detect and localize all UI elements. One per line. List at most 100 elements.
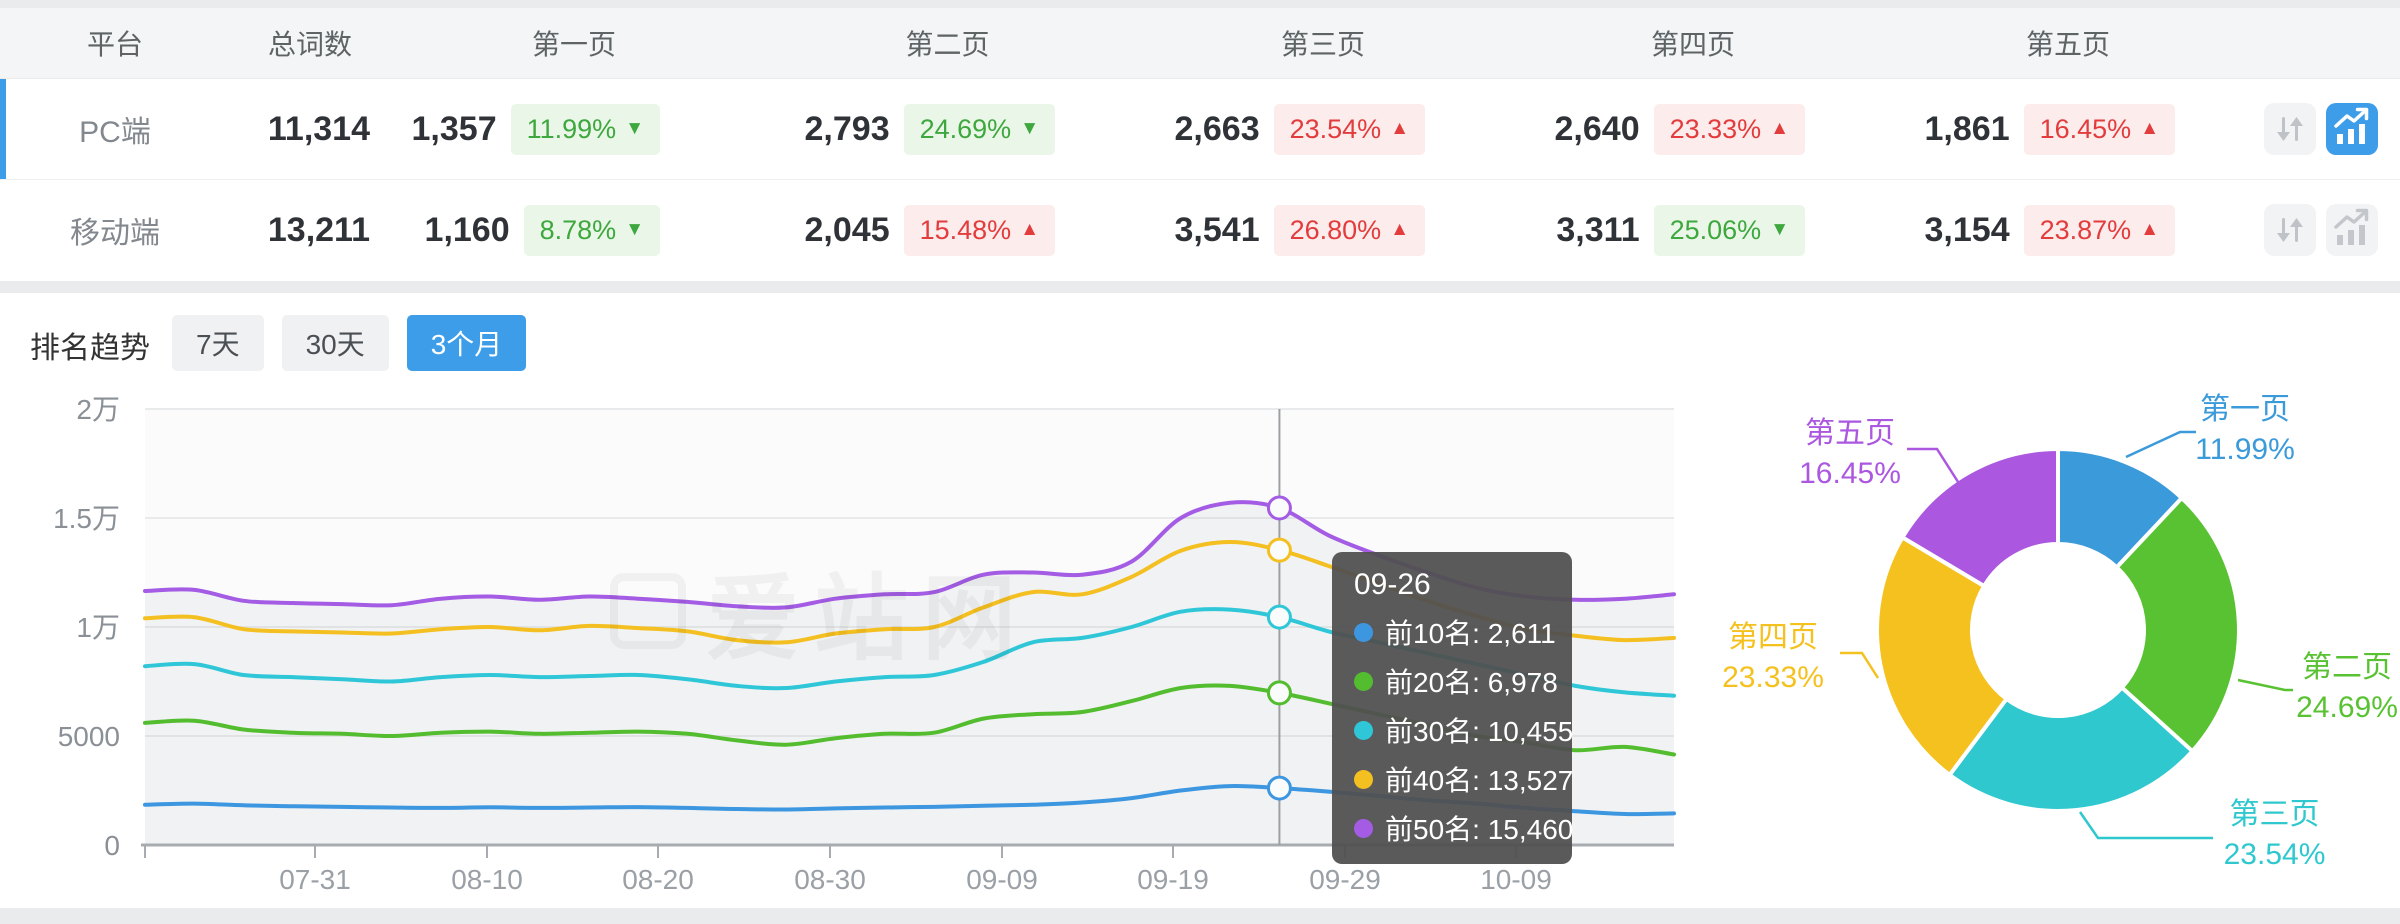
y-axis-label: 5000 [58,721,120,752]
charts-canvas: 2万 1.5万 1万 5000 0 07-31 08-10 08-20 08-30 09-09 09… [53,394,2293,895]
page-1-cell: 1,357 11.99% ▼ [390,103,680,155]
page-3-cell: 3,541 26.80% ▲ [1075,204,1445,256]
table-row-mobile[interactable]: 移动端 13,211 1,160 8.78% ▼ 2,045 15.48% ▲ 3,541 26.… [0,179,2400,280]
column-header-5: 第四页 [1650,29,1735,60]
change-percent: 8.78% [539,214,617,245]
change-percent: 23.87% [2039,214,2132,245]
fall-arrow-icon: ▼ [625,219,644,240]
total-words: 13,211 [267,210,370,249]
change-badge: 26.80% ▲ [1273,204,1425,256]
donut-slice-page4[interactable] [1875,535,2009,777]
donut-label-percent: 23.54% [2223,838,2326,871]
donut-label-page4: 第四页 23.33% [1712,618,1834,698]
tooltip-value: 2,611 [1487,618,1556,649]
page-2-cell: 2,045 15.48% ▲ [680,204,1075,256]
x-axis-label: 08-10 [451,864,523,895]
series-dot-icon [1354,671,1373,691]
tooltip-text: 前20名: 6,978 [1385,661,1558,701]
page-count: 1,160 [424,210,510,249]
change-badge: 24.69% ▼ [903,103,1055,155]
fall-arrow-icon: ▼ [1770,219,1789,240]
x-axis-label: 09-19 [1137,864,1209,895]
row-actions [2195,204,2400,256]
tooltip-series-name: 前30名 [1385,716,1473,747]
change-percent: 11.99% [526,113,617,144]
donut-leader-line [2078,811,2213,840]
x-axis-label: 09-09 [966,864,1038,895]
sort-icon[interactable] [2264,204,2316,256]
page-5-cell: 1,861 16.45% ▲ [1825,103,2195,155]
rise-arrow-icon: ▲ [2140,219,2159,240]
donut-label-percent: 23.33% [1722,661,1824,694]
tab-range-2[interactable]: 3个月 [406,315,527,371]
tooltip-colon: : [1472,716,1488,747]
tooltip-entry: 前20名: 6,978 [1354,661,1558,701]
page-count: 2,045 [804,210,890,249]
donut-slice-page2[interactable] [2114,496,2241,754]
row-actions [2195,103,2400,155]
change-percent: 26.80% [1289,214,1382,245]
donut-slice-page3[interactable] [1947,685,2195,813]
donut-label-page5: 第五页 16.45% [1790,414,1910,494]
change-percent: 23.54% [1289,113,1382,144]
highlight-point-top40 [1266,537,1292,563]
change-badge: 23.33% ▲ [1653,103,1805,155]
page-4-cell: 2,640 23.33% ▲ [1445,103,1825,155]
donut-leader-line [1907,447,1962,486]
tooltip-colon: : [1472,667,1488,698]
page-count: 3,541 [1174,210,1260,249]
page-4-cell: 3,311 25.06% ▼ [1445,204,1825,256]
fall-arrow-icon: ▼ [1020,118,1039,139]
highlight-point-top30 [1266,604,1292,630]
donut-label-name: 第二页 [2302,651,2392,684]
tooltip-entry: 前10名: 2,611 [1354,612,1556,652]
tab-range-1[interactable]: 30天 [281,315,389,371]
page-count: 2,793 [804,109,890,148]
donut-label-page2: 第二页 24.69% [2287,648,2400,728]
change-percent: 25.06% [1669,214,1762,245]
change-percent: 23.33% [1669,113,1762,144]
highlight-point-top20 [1266,680,1292,706]
donut-leader-line [2237,678,2293,692]
x-axis-label: 07-31 [279,864,351,895]
change-badge: 23.54% ▲ [1273,103,1425,155]
tooltip-series-name: 前40名 [1385,765,1473,796]
rise-arrow-icon: ▲ [1770,118,1789,139]
tooltip-entry: 前30名: 10,455 [1354,710,1573,750]
page-2-cell: 2,793 24.69% ▼ [680,103,1075,155]
change-badge: 16.45% ▲ [2023,103,2175,155]
change-percent: 15.48% [919,214,1012,245]
tooltip-entry: 前40名: 13,527 [1354,759,1573,799]
tooltip-text: 前30名: 10,455 [1385,710,1573,750]
tooltip-value: 6,978 [1487,667,1558,698]
change-badge: 15.48% ▲ [903,204,1055,256]
total-words: 11,314 [267,109,370,148]
trend-chart-icon[interactable] [2326,204,2378,256]
ranking-summary-table: 平台 总词数 第一页 第二页 第三页 第四页 第五页 PC端 11,314 1,357 11.99… [0,8,2400,281]
series-dot-icon [1354,622,1373,642]
page-count: 3,154 [1924,210,2010,249]
trend-chart-icon[interactable] [2326,103,2378,155]
change-percent: 16.45% [2039,113,2132,144]
rise-arrow-icon: ▲ [2140,118,2159,139]
sort-icon[interactable] [2264,103,2316,155]
x-axis-label: 09-29 [1309,864,1381,895]
rise-arrow-icon: ▲ [1020,219,1039,240]
series-dot-icon [1354,818,1373,838]
tooltip-colon: : [1472,765,1488,796]
series-dot-icon [1354,720,1373,740]
table-row-pc[interactable]: PC端 11,314 1,357 11.99% ▼ 2,793 24.69% ▼ 2,663 23… [0,79,2400,179]
donut-slice-page5[interactable] [1900,447,2060,588]
donut-label-percent: 24.69% [2296,691,2398,724]
donut-leader-line [1840,651,1880,679]
tooltip-series-name: 前20名 [1385,667,1473,698]
highlight-point-top50 [1266,495,1292,521]
donut-label-page1: 第一页 11.99% [2180,390,2310,470]
tab-range-0[interactable]: 7天 [172,315,264,371]
page-5-cell: 3,154 23.87% ▲ [1825,204,2195,256]
column-header-0: 平台 [86,29,143,60]
column-header-2: 第一页 [531,29,616,60]
rise-arrow-icon: ▲ [1390,219,1409,240]
page-count: 2,663 [1174,109,1260,148]
column-header-3: 第二页 [905,29,990,60]
